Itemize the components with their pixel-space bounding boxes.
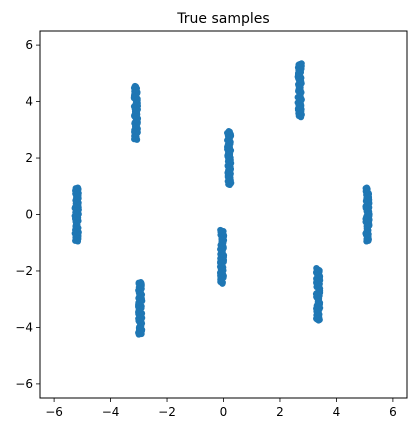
y-tick-label: 4 xyxy=(25,95,33,109)
data-point xyxy=(225,128,232,135)
data-point xyxy=(363,184,370,191)
data-point xyxy=(131,82,139,90)
y-tick-label: −6 xyxy=(15,377,33,391)
x-tick-label: −2 xyxy=(158,405,176,419)
data-point xyxy=(313,264,320,272)
y-tick-label: 6 xyxy=(25,38,33,52)
y-tick-label: 0 xyxy=(25,208,33,222)
data-point xyxy=(74,184,82,191)
x-tick-label: −6 xyxy=(45,405,63,419)
x-tick-label: 2 xyxy=(276,405,284,419)
x-axis: −6 −4 −2 0 2 4 6 xyxy=(45,398,397,419)
data-point xyxy=(298,60,305,67)
y-tick-label: −2 xyxy=(15,264,33,278)
y-axis: −6 −4 −2 0 2 4 6 xyxy=(15,38,40,391)
x-tick-label: −4 xyxy=(102,405,120,419)
chart-title: True samples xyxy=(176,11,269,27)
y-tick-label: −4 xyxy=(15,320,33,334)
y-tick-label: 2 xyxy=(25,151,33,165)
data-point xyxy=(137,279,145,286)
x-tick-label: 4 xyxy=(333,405,341,419)
x-tick-label: 0 xyxy=(220,405,228,419)
plot-frame xyxy=(39,30,408,399)
data-point xyxy=(217,226,224,234)
points-layer xyxy=(71,60,373,338)
x-tick-label: 6 xyxy=(389,405,397,419)
